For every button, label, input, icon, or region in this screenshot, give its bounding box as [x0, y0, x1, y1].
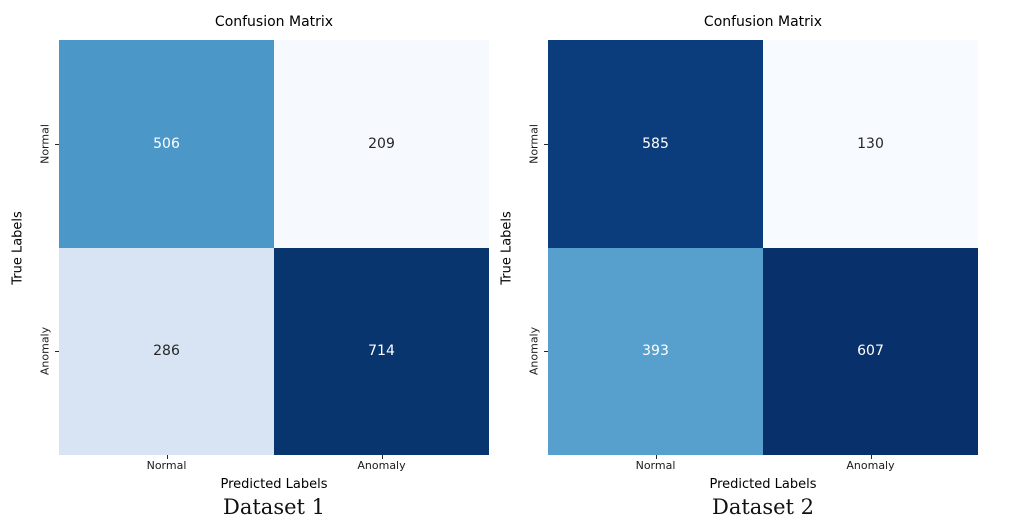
x-tick-mark [655, 455, 657, 459]
x-axis-label: Predicted Labels [220, 477, 328, 492]
chart-title: Confusion Matrix [214, 14, 334, 30]
x-tick-label-anomaly: Anomaly [357, 459, 406, 472]
y-axis-label: True Labels [10, 210, 26, 285]
y-tick-mark [55, 143, 59, 145]
x-tick-label-normal: Normal [635, 459, 676, 472]
y-tick-label-normal: Normal [527, 123, 541, 164]
y-tick-mark [55, 351, 59, 353]
x-axis-label: Predicted Labels [709, 477, 817, 492]
heatmap-dataset-1: 506 209 286 714 [59, 40, 489, 455]
y-axis-label: True Labels [499, 210, 515, 285]
heatmap-cell-true-anomaly-pred-normal: 393 [548, 247, 763, 455]
y-tick-label-anomaly: Anomaly [38, 327, 52, 376]
subplot-caption-dataset-2: Dataset 2 [712, 495, 814, 519]
x-tick-label-normal: Normal [146, 459, 187, 472]
x-tick-label-anomaly: Anomaly [846, 459, 895, 472]
subplot-caption-dataset-1: Dataset 1 [223, 495, 325, 519]
heatmap-cell-true-normal-pred-anomaly: 209 [274, 40, 489, 248]
heatmap-cell-true-normal-pred-normal: 506 [59, 40, 274, 248]
x-tick-mark [381, 455, 383, 459]
heatmap-dataset-2: 585 130 393 607 [548, 40, 978, 455]
chart-title: Confusion Matrix [703, 14, 823, 30]
y-tick-mark [544, 143, 548, 145]
y-tick-label-anomaly: Anomaly [527, 327, 541, 376]
heatmap-cell-true-normal-pred-normal: 585 [548, 40, 763, 248]
y-tick-label-normal: Normal [38, 123, 52, 164]
heatmap-cell-true-anomaly-pred-anomaly: 714 [274, 247, 489, 455]
x-tick-mark [166, 455, 168, 459]
confusion-matrix-panel-dataset-1: Confusion Matrix 506 209 286 714 Normal … [11, 14, 489, 519]
heatmap-cell-true-anomaly-pred-normal: 286 [59, 247, 274, 455]
x-tick-mark [870, 455, 872, 459]
heatmap-cell-true-normal-pred-anomaly: 130 [763, 40, 978, 248]
heatmap-cell-true-anomaly-pred-anomaly: 607 [763, 247, 978, 455]
confusion-matrix-panel-dataset-2: Confusion Matrix 585 130 393 607 Normal … [500, 14, 978, 519]
y-tick-mark [544, 351, 548, 353]
